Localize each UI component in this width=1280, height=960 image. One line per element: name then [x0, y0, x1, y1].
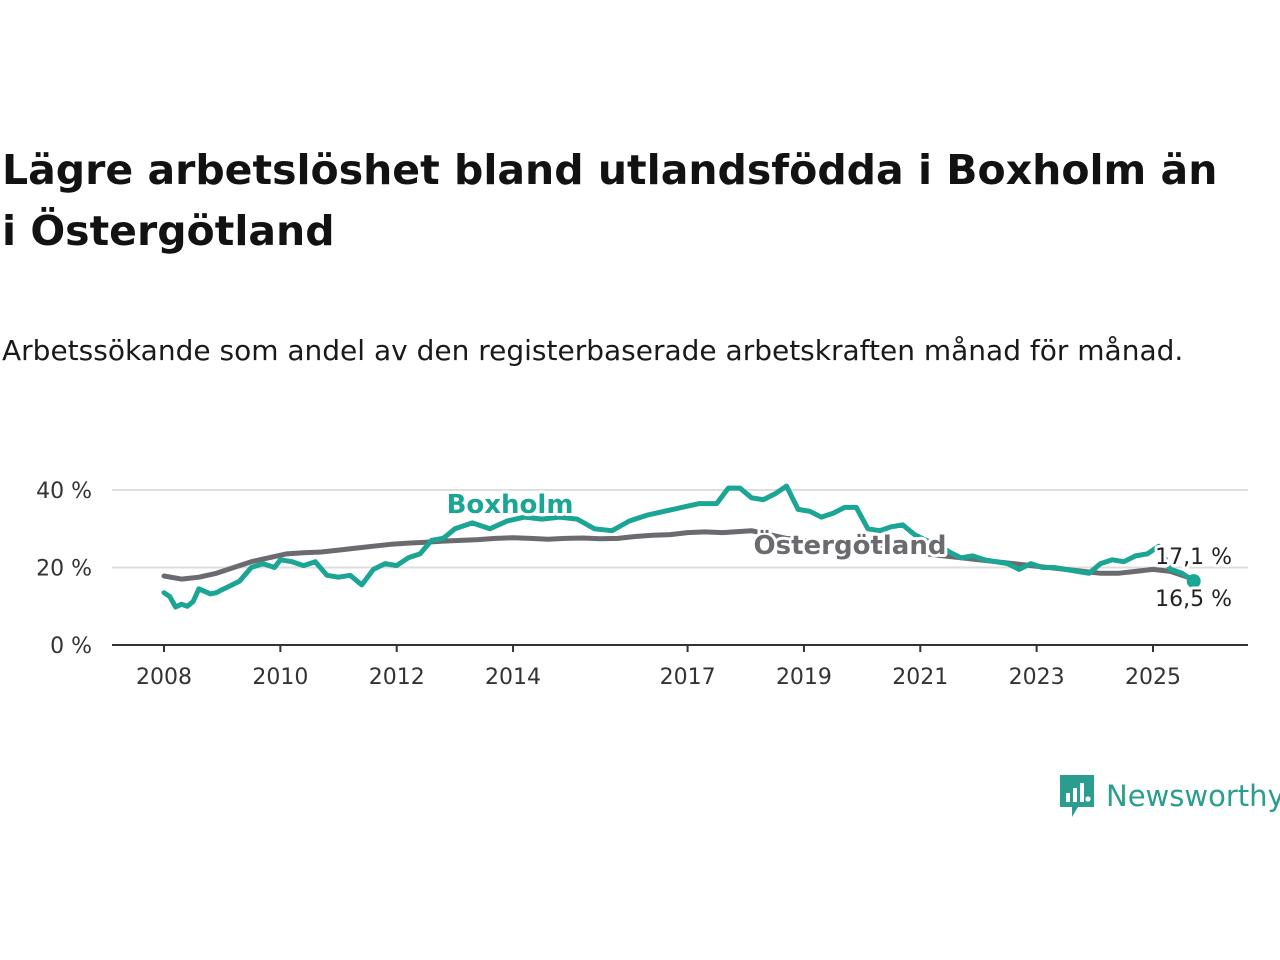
x-tick-label: 2023	[1009, 665, 1065, 690]
series-line-boxholm	[161, 483, 1197, 610]
end-label-boxholm-text: 16,5 %	[1155, 587, 1232, 612]
brand-name: Newsworthy	[1106, 779, 1280, 813]
y-tick-label: 40 %	[36, 479, 92, 504]
x-tick-label: 2012	[369, 665, 425, 690]
series-line-ostergotland	[161, 528, 1197, 582]
y-axis: 0 % 20 % 40 %	[36, 479, 92, 659]
end-label-ostergotland-halo: 17,1 %	[1155, 545, 1232, 570]
label-ostergotland-halo: Östergötland	[754, 528, 947, 561]
x-tick-label: 2014	[485, 665, 541, 690]
label-boxholm-text: Boxholm	[447, 490, 574, 520]
x-axis: 2008 2010 2012 2014 2017 2019 2021 2023 2025	[112, 644, 1248, 690]
brand[interactable]: Newsworthy	[1058, 772, 1280, 820]
label-ostergotland-text: Östergötland	[754, 528, 947, 561]
end-label-boxholm: 16,5 %16,5 %	[1152, 584, 1235, 615]
end-label-ostergotland: 17,1 %17,1 %	[1152, 542, 1235, 573]
chart-title: Lägre arbetslöshet bland utlandsfödda i …	[2, 146, 1218, 255]
y-tick-label: 0 %	[50, 634, 92, 659]
x-tick-label: 2017	[660, 665, 716, 690]
y-tick-label: 20 %	[36, 557, 92, 582]
chart-subtitle: Arbetssökande som andel av den registerb…	[2, 334, 1184, 367]
x-tick-label: 2025	[1125, 665, 1181, 690]
end-label-boxholm-halo: 16,5 %	[1155, 587, 1232, 612]
end-label-ostergotland-text: 17,1 %	[1155, 545, 1232, 570]
x-tick-label: 2010	[252, 665, 308, 690]
series-lines	[161, 483, 1201, 610]
x-tick-label: 2019	[776, 665, 832, 690]
label-boxholm-halo: Boxholm	[447, 490, 574, 520]
end-point-boxholm	[1186, 574, 1201, 589]
x-tick-label: 2021	[892, 665, 948, 690]
line-chart: 0 % 20 % 40 % 2008 2010 2012 2014 2017 2019 2021…	[36, 479, 1248, 690]
x-tick-label: 2008	[136, 665, 192, 690]
newsworthy-logo-icon	[1060, 775, 1094, 817]
